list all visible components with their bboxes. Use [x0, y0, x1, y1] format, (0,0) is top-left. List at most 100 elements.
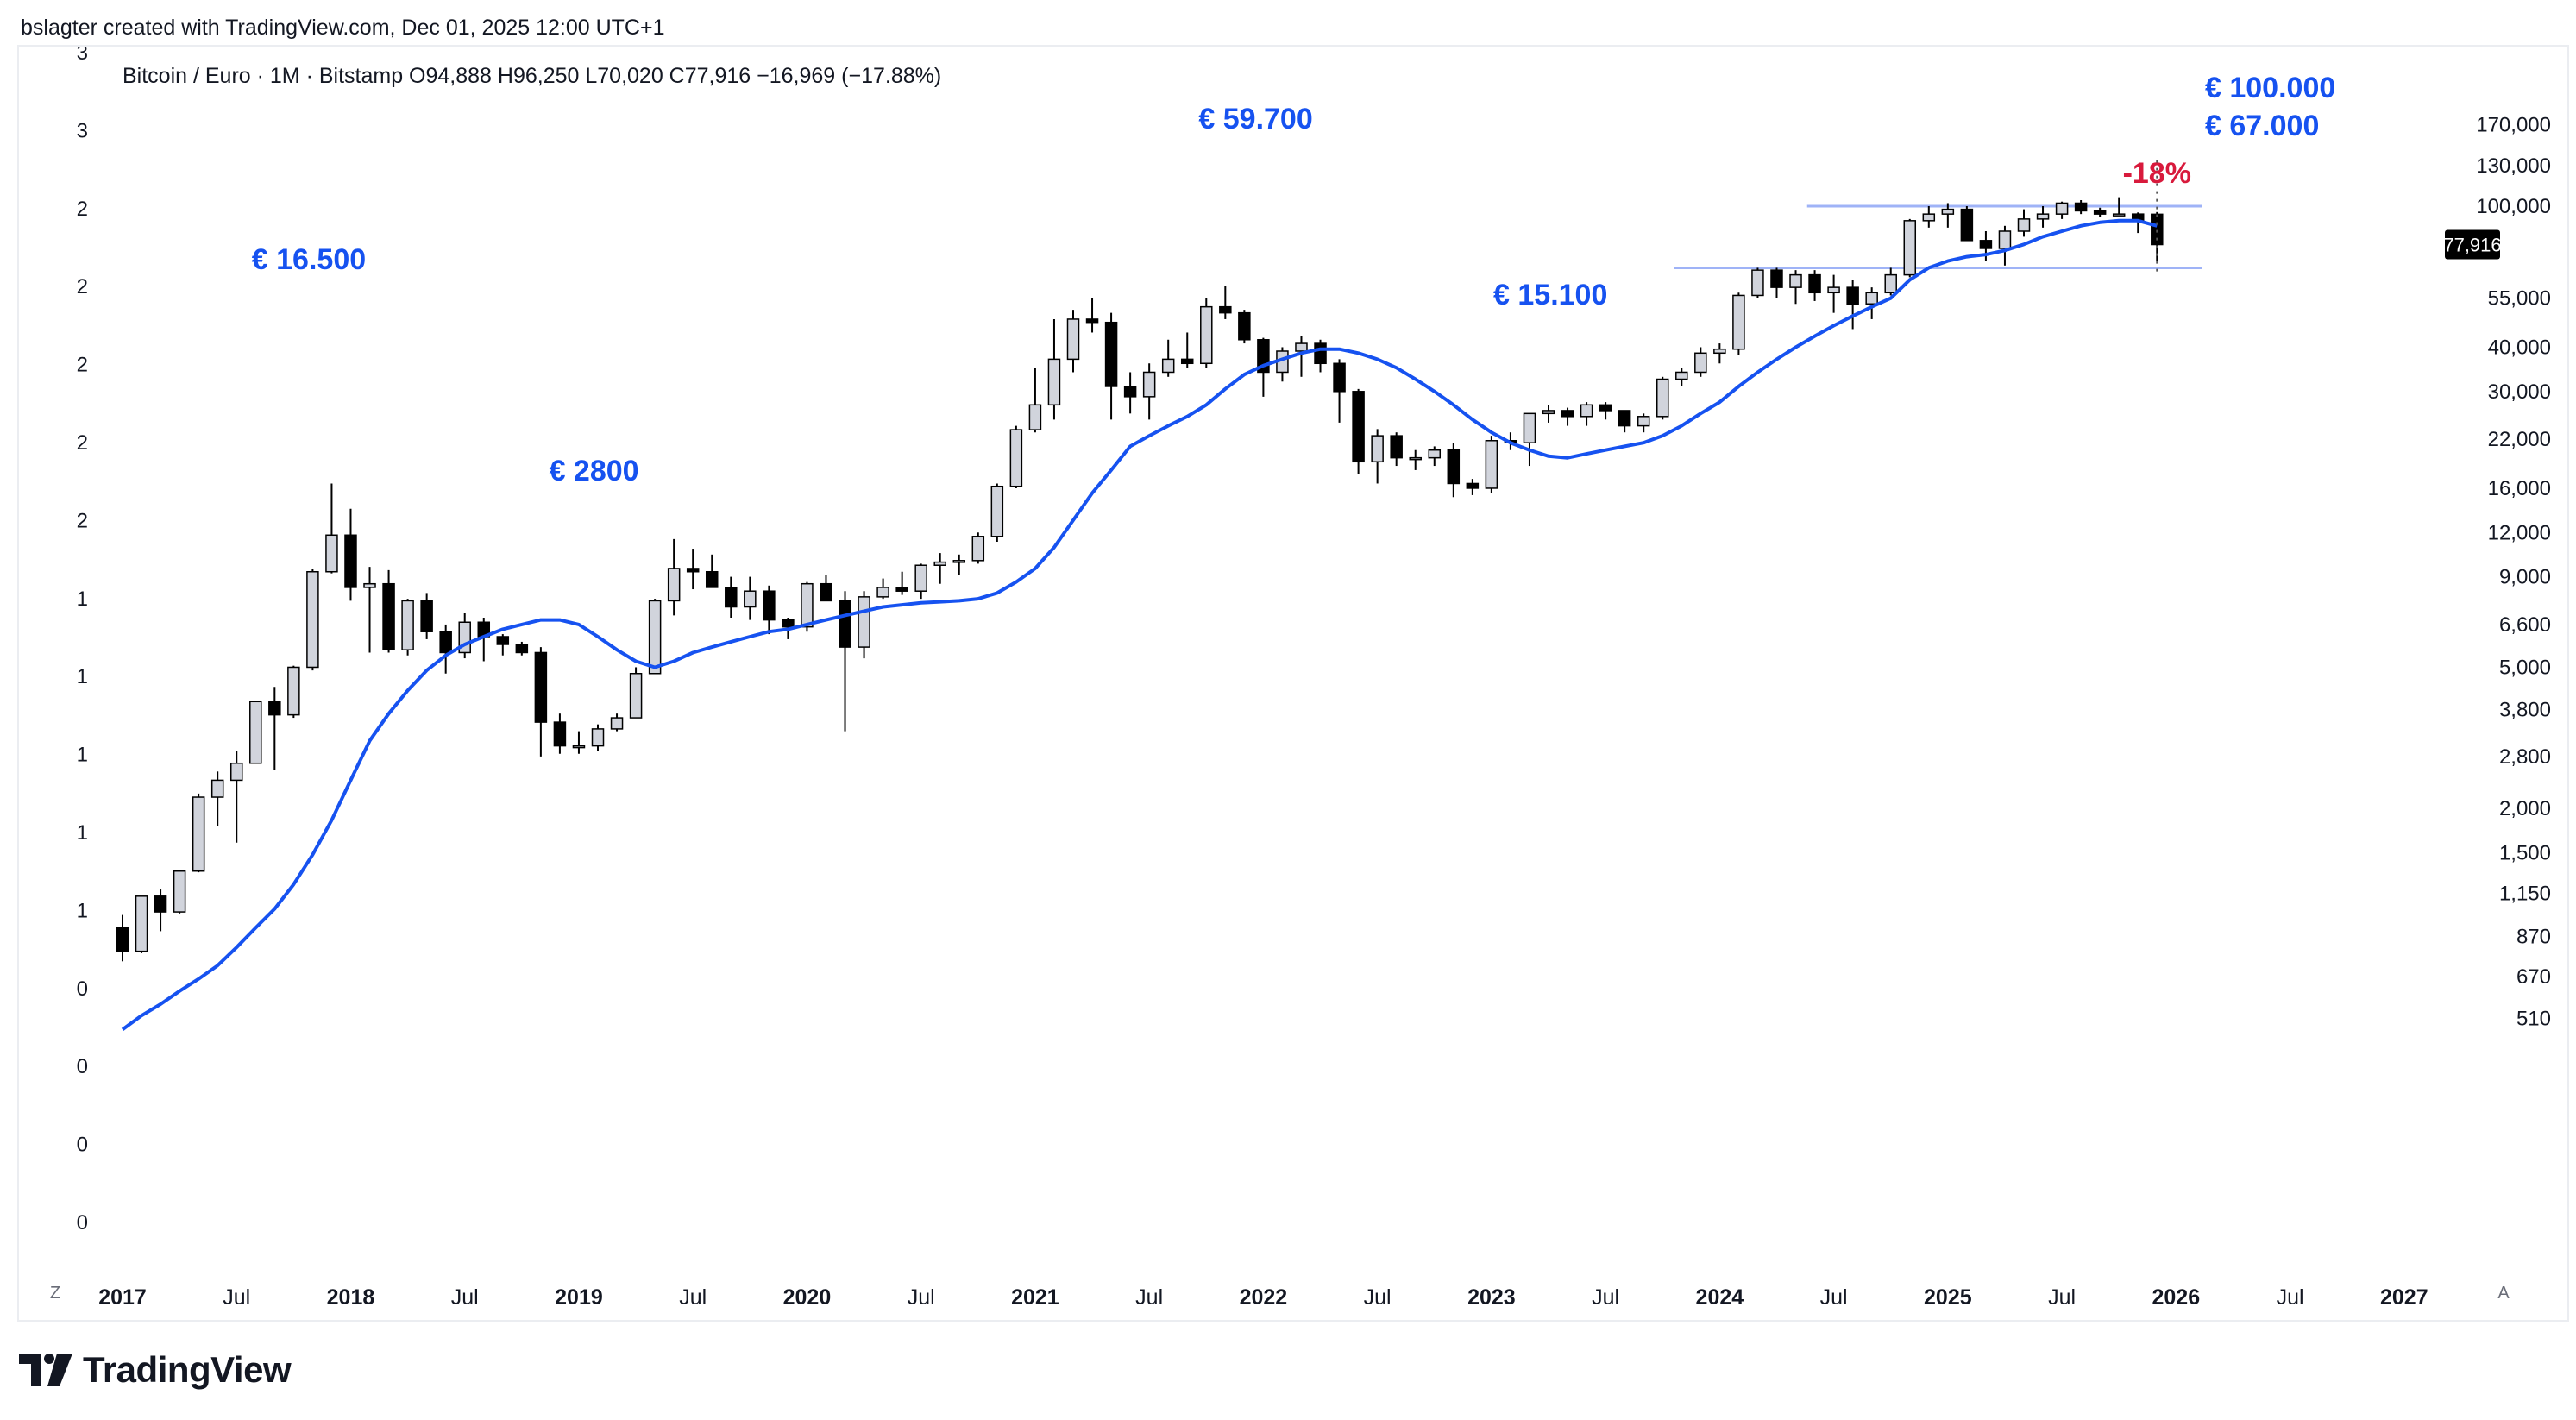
time-tick-label: Jul: [223, 1285, 250, 1310]
left-tick-label: 0: [77, 1134, 88, 1157]
candle-body: [952, 560, 966, 563]
candle-body: [1466, 482, 1480, 489]
candle-body: [1180, 358, 1194, 365]
price-tick-label: 30,000: [2488, 380, 2551, 404]
candle-body: [1618, 410, 1631, 427]
candle-body: [1884, 273, 1897, 294]
left-tick-label: 2: [77, 275, 88, 298]
price-annotation: € 100.000: [2205, 72, 2335, 104]
last-price-badge: [2445, 229, 2500, 260]
candle-body: [116, 927, 129, 952]
left-tick-label: 3: [77, 47, 88, 65]
left-tick-label: 2: [77, 198, 88, 221]
candle-body: [325, 534, 338, 573]
chart-caption: bslagter created with TradingView.com, D…: [21, 16, 665, 40]
candle-body: [1542, 410, 1555, 415]
left-tick-label: 1: [77, 899, 88, 922]
candle-body: [344, 534, 357, 588]
zoom-button[interactable]: Z: [50, 1284, 60, 1303]
candle-body: [876, 587, 889, 598]
price-tick-label: 170,000: [2476, 113, 2551, 136]
candle-body: [306, 570, 319, 669]
candle-body: [2093, 210, 2107, 215]
price-tick-label: 1,500: [2499, 841, 2551, 864]
price-tick-label: 40,000: [2488, 336, 2551, 359]
price-tick-label: 870: [2516, 925, 2551, 948]
candle-body: [801, 582, 814, 628]
time-tick-label: 2025: [1924, 1285, 1972, 1310]
candle-body: [1009, 429, 1023, 487]
time-tick-label: 2020: [783, 1285, 832, 1310]
candle-body: [1561, 410, 1574, 418]
candle-body: [2074, 202, 2088, 212]
chart-frame[interactable]: 3 3 2 2 2 2 2 1 1 1 1 1 0 0 0 0 170,000 130,000 100,000 77…: [17, 45, 2569, 1322]
candle-body: [1428, 449, 1442, 459]
price-annotation: € 16.500: [252, 243, 366, 276]
candle-body: [210, 779, 224, 798]
candle-body: [1789, 273, 1802, 288]
candle-body: [1142, 371, 1156, 398]
time-tick-label: Jul: [1135, 1285, 1163, 1310]
candle-body: [1047, 358, 1061, 406]
candle-body: [1219, 305, 1232, 314]
time-tick-label: 2027: [2380, 1285, 2428, 1310]
time-tick-label: Jul: [1820, 1285, 1848, 1310]
candle-body: [1960, 208, 1974, 242]
time-tick-label: Jul: [2048, 1285, 2076, 1310]
candle-body: [1846, 286, 1859, 305]
candle-body: [1903, 220, 1917, 276]
price-tick-label: 5,000: [2499, 656, 2551, 679]
candle-body: [839, 600, 851, 648]
price-tick-label: 6,600: [2499, 613, 2551, 637]
candle-body: [1998, 230, 2012, 249]
price-annotation: € 15.100: [1493, 279, 1607, 311]
price-tick-label: 9,000: [2499, 566, 2551, 589]
price-tick-label: 2,000: [2499, 797, 2551, 820]
price-tick-label: 1,150: [2499, 883, 2551, 906]
candle-body: [1979, 240, 1993, 249]
candle-body: [858, 596, 870, 648]
candle-body: [1656, 378, 1669, 418]
ma-line: [121, 218, 2158, 1032]
candle-body: [1865, 292, 1878, 305]
tradingview-logo[interactable]: TradingView: [19, 1348, 292, 1392]
candle-body: [1941, 208, 1955, 215]
candle-body: [1161, 358, 1175, 374]
moving-average: [121, 218, 2158, 1032]
left-axis: 3 3 2 2 2 2 2 1 1 1 1 1 0 0 0 0: [77, 47, 88, 1235]
left-tick-label: 2: [77, 431, 88, 455]
candle-body: [1751, 269, 1764, 297]
candle-body: [1580, 404, 1593, 418]
candle-body: [1675, 371, 1688, 380]
price-tick-label: 670: [2516, 965, 2551, 989]
candle-body: [1827, 286, 1840, 294]
candle-body: [629, 672, 643, 719]
candle-body: [1028, 404, 1042, 430]
candle-body: [1732, 294, 1745, 350]
price-annotation: € 2800: [550, 455, 639, 487]
price-annotation: € 67.000: [2205, 110, 2319, 142]
candle-body: [648, 600, 662, 675]
time-tick-label: Jul: [1364, 1285, 1392, 1310]
candle-body: [1390, 435, 1403, 459]
auto-scale-button[interactable]: A: [2497, 1284, 2510, 1303]
candle-body: [268, 701, 281, 716]
right-price-axis[interactable]: 170,000 130,000 100,000 77,916 55,000 40,000 3…: [2443, 113, 2551, 1030]
price-tick-label: 2,800: [2499, 745, 2551, 769]
candle-body: [1085, 318, 1099, 324]
candle-body: [1485, 440, 1498, 489]
time-tick-label: 2018: [327, 1285, 375, 1310]
time-axis[interactable]: 2017 Jul 2018 Jul 2019 Jul 2020 Jul 2021 Jul 2022 J…: [98, 1285, 2428, 1310]
candle-body: [1599, 404, 1612, 412]
candlestick-chart[interactable]: 3 3 2 2 2 2 2 1 1 1 1 1 0 0 0 0 170,000 130,000 100,000 77…: [19, 47, 2567, 1320]
horizontal-levels: [1674, 204, 2202, 269]
price-tick-label: 130,000: [2476, 154, 2551, 178]
left-tick-label: 2: [77, 509, 88, 532]
candle-body: [287, 666, 300, 716]
candle-body: [2151, 213, 2164, 246]
candle-body: [782, 619, 795, 628]
price-tick-label: 100,000: [2476, 195, 2551, 218]
candle-body: [173, 870, 186, 913]
candles: [116, 197, 2164, 962]
left-tick-label: 0: [77, 1055, 88, 1078]
